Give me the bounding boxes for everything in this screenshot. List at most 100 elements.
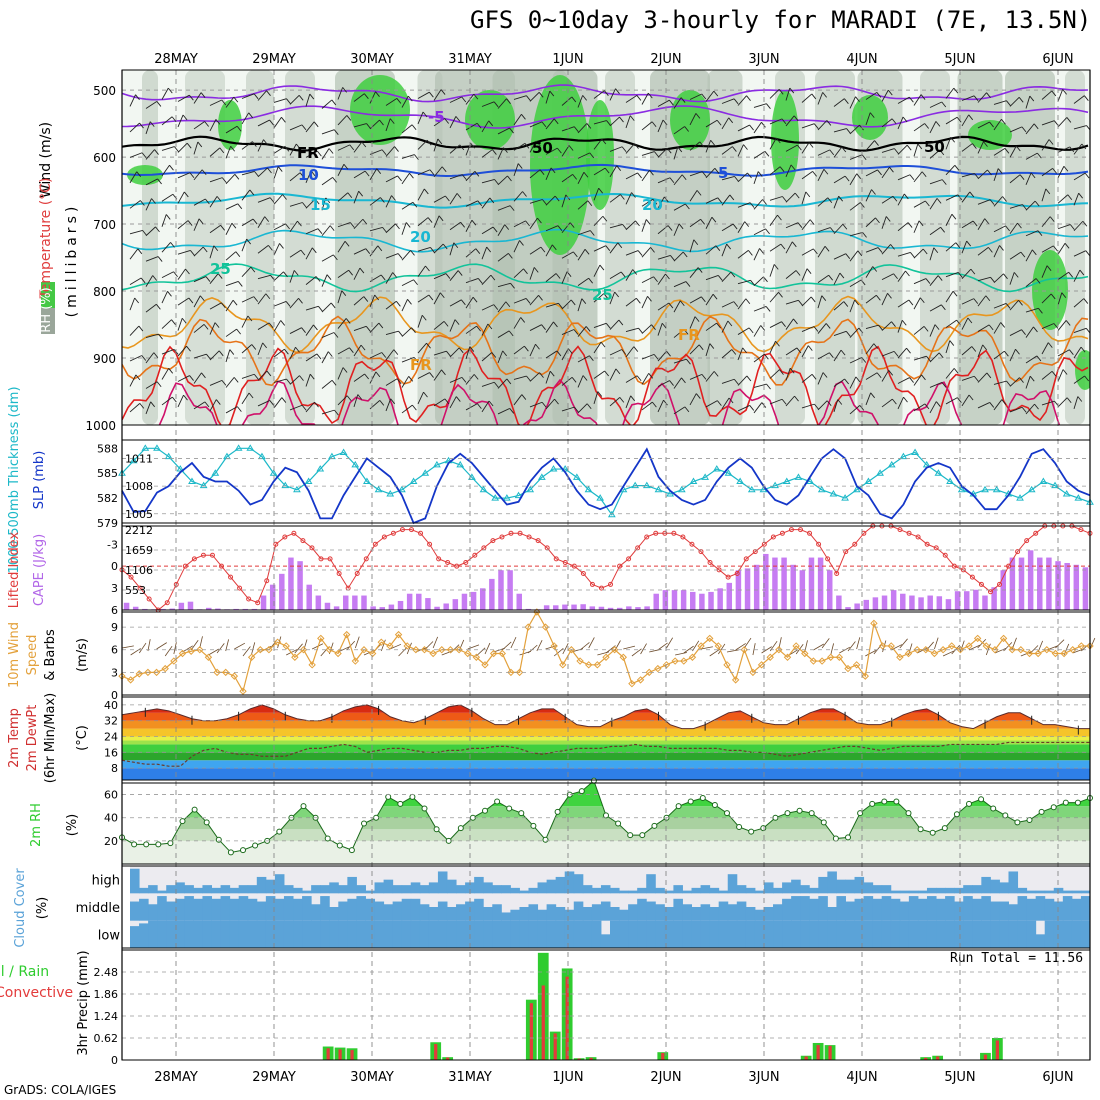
wind-barb-flag: [533, 267, 539, 273]
thickness-point: [456, 460, 465, 468]
wind-barb: [1057, 117, 1068, 128]
wind-barb: [337, 164, 345, 177]
rh2m-point: [941, 825, 948, 832]
cloud-cell: [211, 887, 222, 894]
cloud-cell: [917, 890, 928, 894]
rh2m-point: [796, 807, 803, 814]
wind-barb: [433, 89, 442, 101]
wind10m-point: [913, 646, 921, 654]
wind-barb-flag: [201, 169, 207, 176]
wind-barb: [689, 239, 695, 253]
wind-barb-flag: [455, 396, 461, 402]
cloud-cell: [392, 885, 403, 894]
wind-barb: [209, 350, 220, 361]
ylabel-wind: Wind (m/s): [38, 122, 54, 198]
wind-barb-flag: [524, 143, 530, 149]
wind-barb-flag: [649, 169, 654, 176]
wind10m-point: [662, 661, 671, 669]
wind-barb: [545, 398, 555, 410]
wind10m-barb: [657, 642, 668, 651]
lifted-index-point: [291, 530, 297, 536]
wind-barb-flag: [246, 238, 252, 245]
cloud-cell: [256, 920, 267, 948]
wind-barb-flag: [237, 281, 243, 287]
wind-barb: [161, 214, 167, 227]
wind-barb: [593, 215, 604, 227]
wind-barb: [321, 379, 333, 389]
wind-barb-flag: [172, 396, 177, 403]
wind-barb-flag: [652, 401, 657, 408]
wind-barb-flag: [990, 277, 995, 283]
wind-barb: [993, 273, 1004, 283]
cloud-cell: [265, 879, 276, 894]
wind10m-barb: [994, 647, 1007, 654]
lifted-index-point: [689, 541, 695, 547]
wind-barb: [481, 304, 494, 311]
wind-barb-flag: [669, 177, 675, 184]
cloud-cell: [664, 920, 674, 948]
lifted-index-line: [121, 525, 1091, 611]
wind-barb-flag: [549, 90, 555, 97]
temp-band: [122, 697, 1090, 705]
wind-barb: [625, 269, 634, 281]
lifted-index-point: [562, 560, 568, 566]
wind-barb: [449, 270, 459, 281]
wind-barb-flag: [813, 123, 819, 129]
wind10m-point: [965, 642, 973, 650]
wind-barb-flag: [1005, 225, 1010, 232]
wind-barb-flag: [554, 398, 559, 405]
cloud-cell: [582, 907, 593, 921]
wind-barb: [369, 226, 383, 232]
wind-barb-flag: [1030, 172, 1036, 179]
date-label-top: 5JUN: [944, 52, 975, 67]
wind-barb: [161, 271, 174, 279]
date-label-top: 6JUN: [1042, 52, 1073, 67]
cloud-cell: [1044, 920, 1055, 948]
wind-barb-flag: [726, 243, 732, 250]
wind-barb: [993, 350, 1005, 360]
wind-barb: [961, 394, 970, 407]
wind-barb: [545, 244, 553, 257]
wind-barb: [1073, 125, 1087, 130]
wind-barb: [785, 299, 799, 305]
wind-barb-flag: [887, 293, 892, 299]
rh2m-point: [276, 828, 283, 835]
wind-barb: [977, 344, 984, 358]
li-tick: 0: [111, 560, 118, 573]
rh-column: [246, 70, 274, 425]
lifted-index-point: [372, 541, 378, 547]
wind-barb-flag: [461, 96, 467, 103]
wind-barb-flag: [684, 406, 690, 413]
wind-barb: [545, 273, 557, 283]
wind-barb: [321, 351, 329, 364]
wind-barb-flag: [908, 299, 914, 306]
cloud-cell: [727, 904, 738, 921]
thickness-point: [293, 485, 301, 493]
wind-barb-flag: [471, 219, 477, 226]
wind-barb-flag: [248, 392, 254, 399]
cloud-cell: [908, 920, 919, 948]
wind-barb-flag: [857, 250, 863, 257]
cloud-cell: [374, 920, 385, 948]
wind-barb: [625, 192, 632, 205]
rh2m-point: [1038, 808, 1045, 815]
cloud-cell: [546, 879, 557, 894]
thickness-point: [946, 477, 954, 484]
wind-barb: [577, 326, 587, 337]
wind10m-point: [334, 649, 342, 658]
wind-barb-flag: [1035, 278, 1041, 284]
wind-barb: [481, 323, 489, 336]
wind-barb: [993, 147, 1006, 156]
wind-barb: [961, 268, 972, 279]
wind10m-point: [412, 646, 420, 654]
wind-barb: [673, 223, 680, 236]
wind-barb: [241, 238, 248, 252]
wind-barb-flag: [909, 377, 914, 383]
wind10m-point: [654, 664, 662, 673]
wind10m-point: [472, 653, 481, 661]
wind-barb-flag: [1049, 216, 1055, 222]
cloud-cell: [510, 909, 520, 921]
wind-barb-flag: [410, 250, 415, 256]
wind-barb-flag: [571, 96, 577, 103]
wind-barb: [385, 118, 391, 132]
